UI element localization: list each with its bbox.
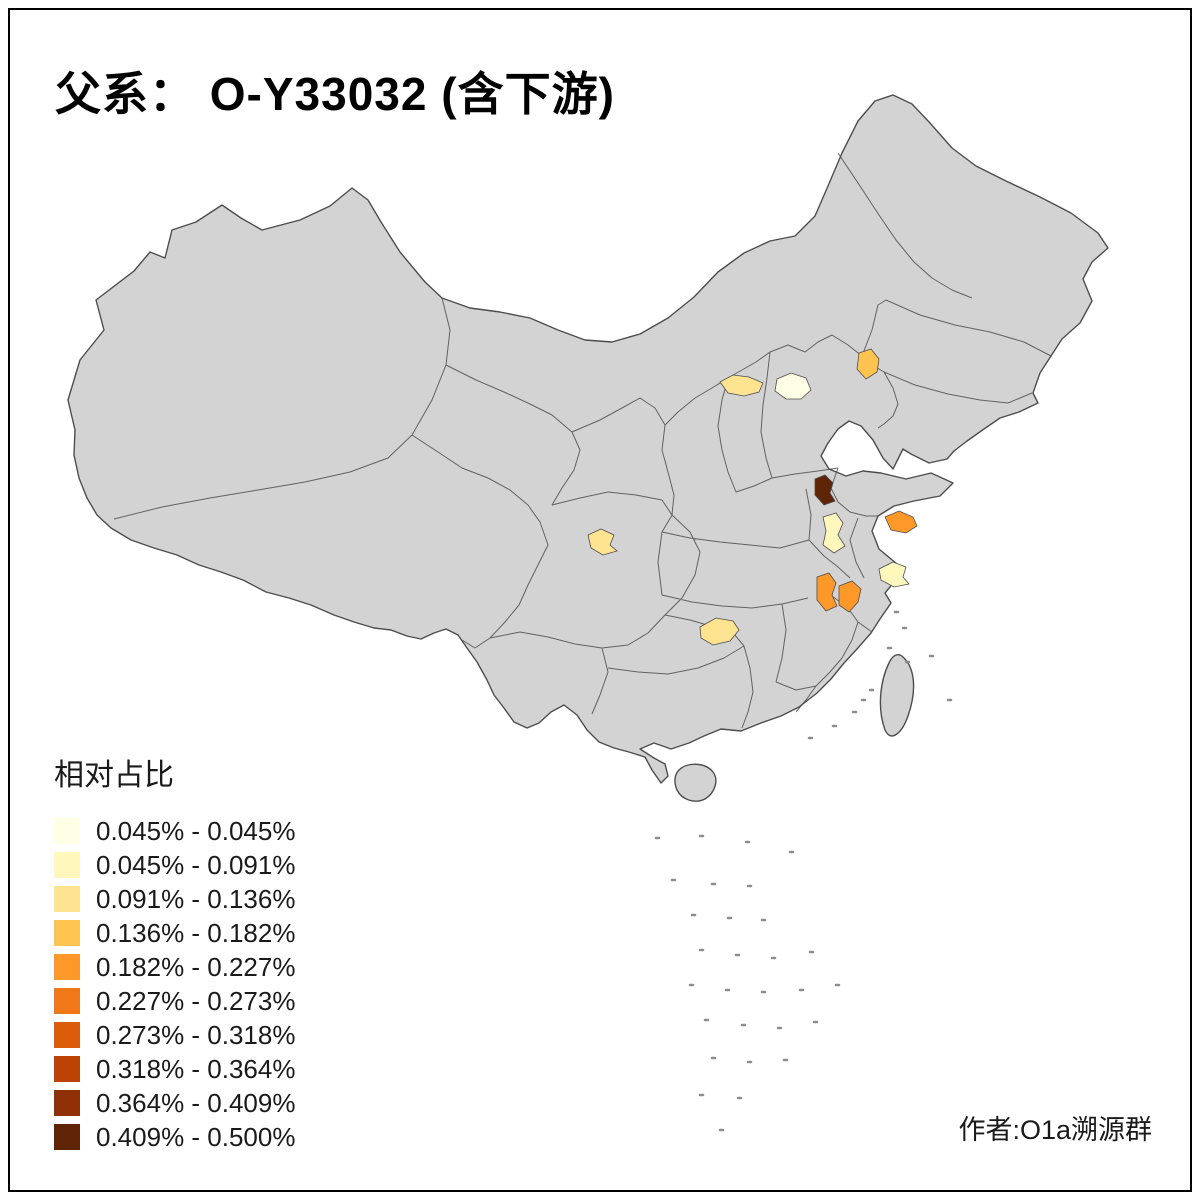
- map-region-highlight: [814, 474, 836, 506]
- legend-label: 0.409% - 0.500%: [96, 1121, 296, 1152]
- legend-label: 0.045% - 0.091%: [96, 849, 296, 880]
- map-region-highlight: [822, 512, 846, 554]
- legend-row: 0.136% - 0.182%: [54, 916, 295, 950]
- legend-swatch: [54, 1124, 80, 1150]
- legend-swatch: [54, 1090, 80, 1116]
- legend-row: 0.045% - 0.045%: [54, 814, 295, 848]
- legend: 相对占比 0.045% - 0.045% 0.045% - 0.091% 0.091…: [54, 750, 295, 1154]
- legend-row: 0.318% - 0.364%: [54, 1052, 295, 1086]
- legend-label: 0.364% - 0.409%: [96, 1087, 296, 1118]
- legend-swatch: [54, 1056, 80, 1082]
- legend-swatch: [54, 818, 80, 844]
- legend-row: 0.273% - 0.318%: [54, 1018, 295, 1052]
- legend-swatch: [54, 886, 80, 912]
- legend-label: 0.136% - 0.182%: [96, 917, 296, 948]
- map-region-highlight: [816, 572, 838, 612]
- map-region-highlight: [856, 348, 880, 380]
- china-landmass: [67, 94, 1109, 802]
- map-region-highlight: [699, 617, 740, 646]
- legend-title: 相对占比: [54, 759, 174, 792]
- legend-row: 0.091% - 0.136%: [54, 882, 295, 916]
- legend-label: 0.318% - 0.364%: [96, 1053, 296, 1084]
- legend-row: 0.227% - 0.273%: [54, 984, 295, 1018]
- map-highlights: [587, 348, 918, 646]
- legend-label: 0.091% - 0.136%: [96, 883, 296, 914]
- legend-swatch: [54, 988, 80, 1014]
- map-region-highlight: [884, 510, 918, 534]
- small-islands: [654, 610, 953, 1132]
- legend-label: 0.045% - 0.045%: [96, 815, 296, 846]
- map-region-highlight: [719, 374, 764, 397]
- legend-swatch: [54, 920, 80, 946]
- legend-rows: 0.045% - 0.045% 0.045% - 0.091% 0.091% - 0…: [54, 814, 295, 1154]
- legend-swatch: [54, 954, 80, 980]
- legend-row: 0.045% - 0.091%: [54, 848, 295, 882]
- map-region-highlight: [587, 528, 618, 556]
- legend-swatch: [54, 1022, 80, 1048]
- legend-label: 0.182% - 0.227%: [96, 951, 296, 982]
- legend-row: 0.364% - 0.409%: [54, 1086, 295, 1120]
- legend-label: 0.273% - 0.318%: [96, 1019, 296, 1050]
- legend-swatch: [54, 852, 80, 878]
- author-credit: 作者:O1a溯源群: [958, 1115, 1152, 1145]
- map-title: 父系： O-Y33032 (含下游): [55, 68, 615, 120]
- map-region-highlight: [838, 580, 862, 613]
- map-base: [67, 94, 1109, 1132]
- legend-label: 0.227% - 0.273%: [96, 985, 296, 1016]
- map-region-highlight: [774, 372, 812, 400]
- map-region-highlight: [878, 561, 910, 588]
- legend-row: 0.182% - 0.227%: [54, 950, 295, 984]
- legend-row: 0.409% - 0.500%: [54, 1120, 295, 1154]
